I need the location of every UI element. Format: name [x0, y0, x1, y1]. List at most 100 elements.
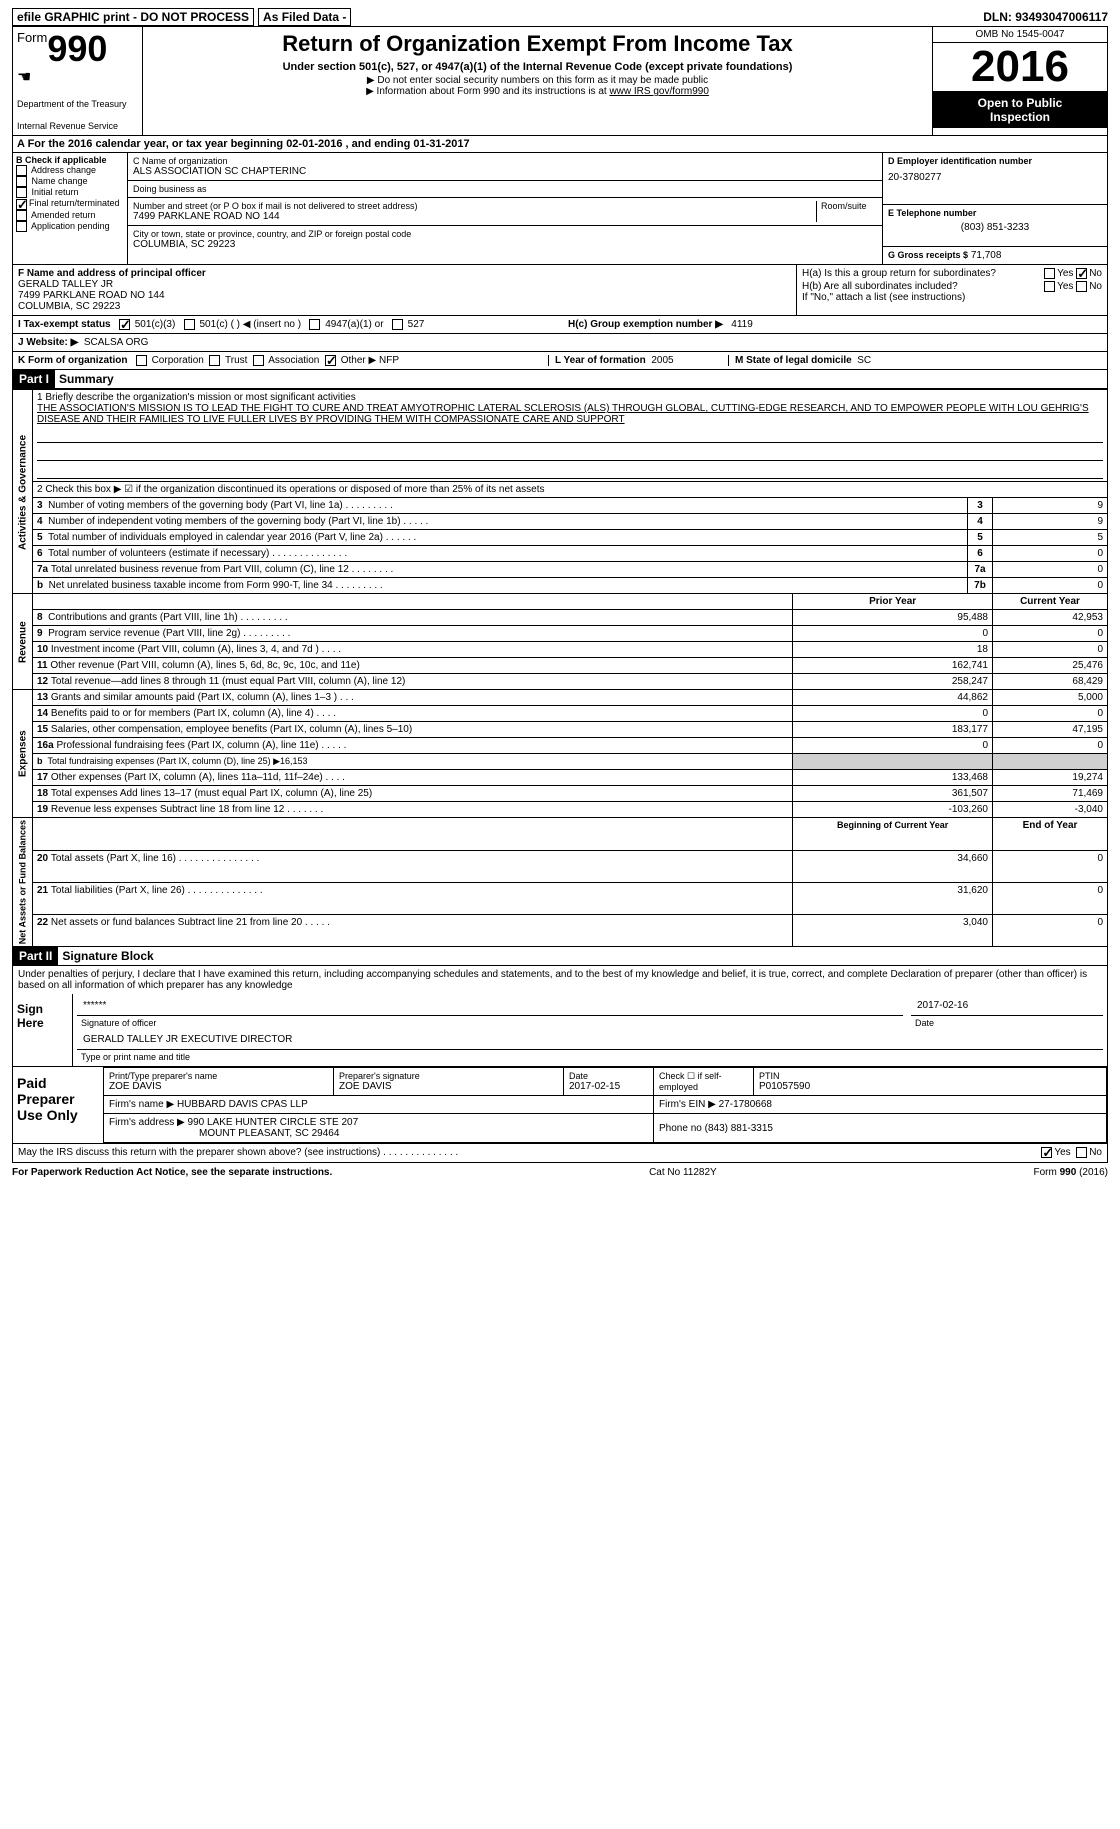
- hc-value: 4119: [731, 319, 753, 330]
- gov-row-6: 6 Total number of volunteers (estimate i…: [13, 546, 1108, 562]
- prep-sig-label: Preparer's signature: [339, 1071, 558, 1081]
- officer-addr2: COLUMBIA, SC 29223: [18, 301, 791, 312]
- chk-final: Final return/terminated: [16, 198, 124, 209]
- gov-row-4: 4 Number of independent voting members o…: [13, 514, 1108, 530]
- discuss-row: May the IRS discuss this return with the…: [12, 1144, 1108, 1162]
- rev-row-9: 9 Program service revenue (Part VIII, li…: [13, 626, 1108, 642]
- end-year-header: End of Year: [993, 818, 1108, 850]
- part-ii: Part II Signature Block: [12, 947, 1108, 966]
- phone-value: (803) 851-3233: [888, 222, 1102, 233]
- firm-phone: (843) 881-3315: [705, 1123, 773, 1134]
- ein-value: 20-3780277: [888, 172, 1102, 183]
- form-word: Form: [17, 30, 47, 45]
- section-b: B Check if applicable Address change Nam…: [13, 153, 128, 264]
- prep-date-label: Date: [569, 1071, 648, 1081]
- section-b-label: B Check if applicable: [16, 155, 124, 165]
- row-fh: F Name and address of principal officer …: [12, 265, 1108, 316]
- header-right: OMB No 1545-0047 2016 Open to Public Ins…: [932, 27, 1107, 135]
- form-number: 990: [47, 28, 107, 69]
- exp-row-13: 13 Grants and similar amounts paid (Part…: [33, 690, 793, 706]
- section-f: F Name and address of principal officer …: [13, 265, 797, 315]
- website-label: J Website: ▶: [18, 337, 78, 348]
- city-label: City or town, state or province, country…: [133, 229, 877, 239]
- open-inspection: Open to Public Inspection: [933, 91, 1107, 128]
- header-center: Return of Organization Exempt From Incom…: [143, 27, 932, 135]
- part-ii-header: Part II: [13, 947, 58, 965]
- date-label: Date: [907, 1018, 1107, 1028]
- chk-name: Name change: [16, 176, 124, 187]
- main-info-block: B Check if applicable Address change Nam…: [12, 153, 1108, 265]
- room-label: Room/suite: [821, 201, 877, 211]
- prior-year-header: Prior Year: [793, 594, 993, 610]
- part-i-title: Summary: [55, 370, 118, 388]
- org-name: ALS ASSOCIATION SC CHAPTERINC: [133, 166, 877, 177]
- year-formation-label: L Year of formation: [555, 355, 646, 366]
- row-i: I Tax-exempt status 501(c)(3) 501(c) ( )…: [12, 316, 1108, 334]
- row-k: K Form of organization Corporation Trust…: [12, 352, 1108, 370]
- firm-ein: 27-1780668: [719, 1099, 772, 1110]
- officer-label: F Name and address of principal officer: [18, 268, 791, 279]
- year-formation: 2005: [651, 355, 673, 366]
- net-row-21: 21 Total liabilities (Part X, line 26) .…: [13, 882, 1108, 914]
- gov-row-7a: 7a Total unrelated business revenue from…: [13, 562, 1108, 578]
- chk-amended: Amended return: [16, 210, 124, 221]
- officer-name: GERALD TALLEY JR: [18, 279, 791, 290]
- page-footer: For Paperwork Reduction Act Notice, see …: [12, 1163, 1108, 1182]
- org-name-label: C Name of organization: [133, 156, 877, 166]
- sig-date: 2017-02-16: [911, 996, 1103, 1016]
- gov-row-7b: b Net unrelated business taxable income …: [13, 578, 1108, 594]
- form-header: Form990 ☚ Department of the Treasury Int…: [12, 26, 1108, 136]
- dba-label: Doing business as: [133, 184, 877, 194]
- form-org-label: K Form of organization: [18, 355, 127, 366]
- phone-label: E Telephone number: [888, 208, 1102, 218]
- street-label: Number and street (or P O box if mail is…: [133, 201, 812, 211]
- prep-name-label: Print/Type preparer's name: [109, 1071, 328, 1081]
- row-j: J Website: ▶ SCALSA ORG: [12, 334, 1108, 352]
- ptin-value: P01057590: [759, 1081, 1101, 1092]
- chk-initial: Initial return: [16, 187, 124, 198]
- hc-label: H(c) Group exemption number ▶: [568, 319, 723, 330]
- exp-row-16b: b Total fundraising expenses (Part IX, c…: [13, 754, 1108, 770]
- omb-number: OMB No 1545-0047: [933, 27, 1107, 43]
- sign-here-label: Sign Here: [13, 994, 73, 1066]
- exp-row-16a: 16a Professional fundraising fees (Part …: [13, 738, 1108, 754]
- signature-block: Under penalties of perjury, I declare th…: [12, 966, 1108, 1067]
- summary-table: Activities & Governance 1 Briefly descri…: [12, 389, 1108, 947]
- rev-row-10: 10 Investment income (Part VIII, column …: [13, 642, 1108, 658]
- sig-officer-label: Signature of officer: [73, 1018, 907, 1028]
- city-value: COLUMBIA, SC 29223: [133, 239, 877, 250]
- gross-label: G Gross receipts $: [888, 250, 968, 260]
- state-domicile-label: M State of legal domicile: [735, 355, 852, 366]
- vert-net-assets: Net Assets or Fund Balances: [13, 818, 33, 947]
- vert-revenue: Revenue: [13, 594, 33, 690]
- discuss-text: May the IRS discuss this return with the…: [18, 1147, 1041, 1158]
- section-h: H(a) Is this a group return for subordin…: [797, 265, 1107, 315]
- dln: DLN: 93493047006117: [983, 10, 1108, 24]
- prep-sig: ZOE DAVIS: [339, 1081, 558, 1092]
- exp-row-15: 15 Salaries, other compensation, employe…: [13, 722, 1108, 738]
- self-employed: Check ☐ if self-employed: [654, 1068, 754, 1096]
- street-value: 7499 PARKLANE ROAD NO 144: [133, 211, 812, 222]
- dept-irs: Internal Revenue Service: [17, 121, 138, 131]
- note1: ▶ Do not enter social security numbers o…: [147, 75, 928, 86]
- note2: ▶ Information about Form 990 and its ins…: [147, 86, 928, 97]
- line1-label: 1 Briefly describe the organization's mi…: [37, 392, 1103, 403]
- tax-status-label: I Tax-exempt status: [18, 319, 111, 330]
- website-value: SCALSA ORG: [84, 337, 148, 348]
- ptin-label: PTIN: [759, 1071, 1101, 1081]
- net-row-20: 20 Total assets (Part X, line 16) . . . …: [13, 850, 1108, 882]
- mission-text: THE ASSOCIATION'S MISSION IS TO LEAD THE…: [37, 403, 1103, 425]
- rev-row-12: 12 Total revenue—add lines 8 through 11 …: [13, 674, 1108, 690]
- prep-date: 2017-02-15: [569, 1081, 648, 1092]
- footer-left: For Paperwork Reduction Act Notice, see …: [12, 1167, 332, 1178]
- part-i: Part I Summary: [12, 370, 1108, 389]
- firm-name: HUBBARD DAVIS CPAS LLP: [177, 1099, 308, 1110]
- paid-preparer-label: Paid Preparer Use Only: [13, 1067, 103, 1143]
- rev-row-11: 11 Other revenue (Part VIII, column (A),…: [13, 658, 1108, 674]
- rev-row-8: 8 Contributions and grants (Part VIII, l…: [13, 610, 1108, 626]
- ein-label: D Employer identification number: [888, 156, 1102, 166]
- footer-right: Form 990 (2016): [1034, 1167, 1108, 1178]
- exp-row-14: 14 Benefits paid to or for members (Part…: [13, 706, 1108, 722]
- hb-note: If "No," attach a list (see instructions…: [802, 292, 1102, 303]
- state-domicile: SC: [857, 355, 871, 366]
